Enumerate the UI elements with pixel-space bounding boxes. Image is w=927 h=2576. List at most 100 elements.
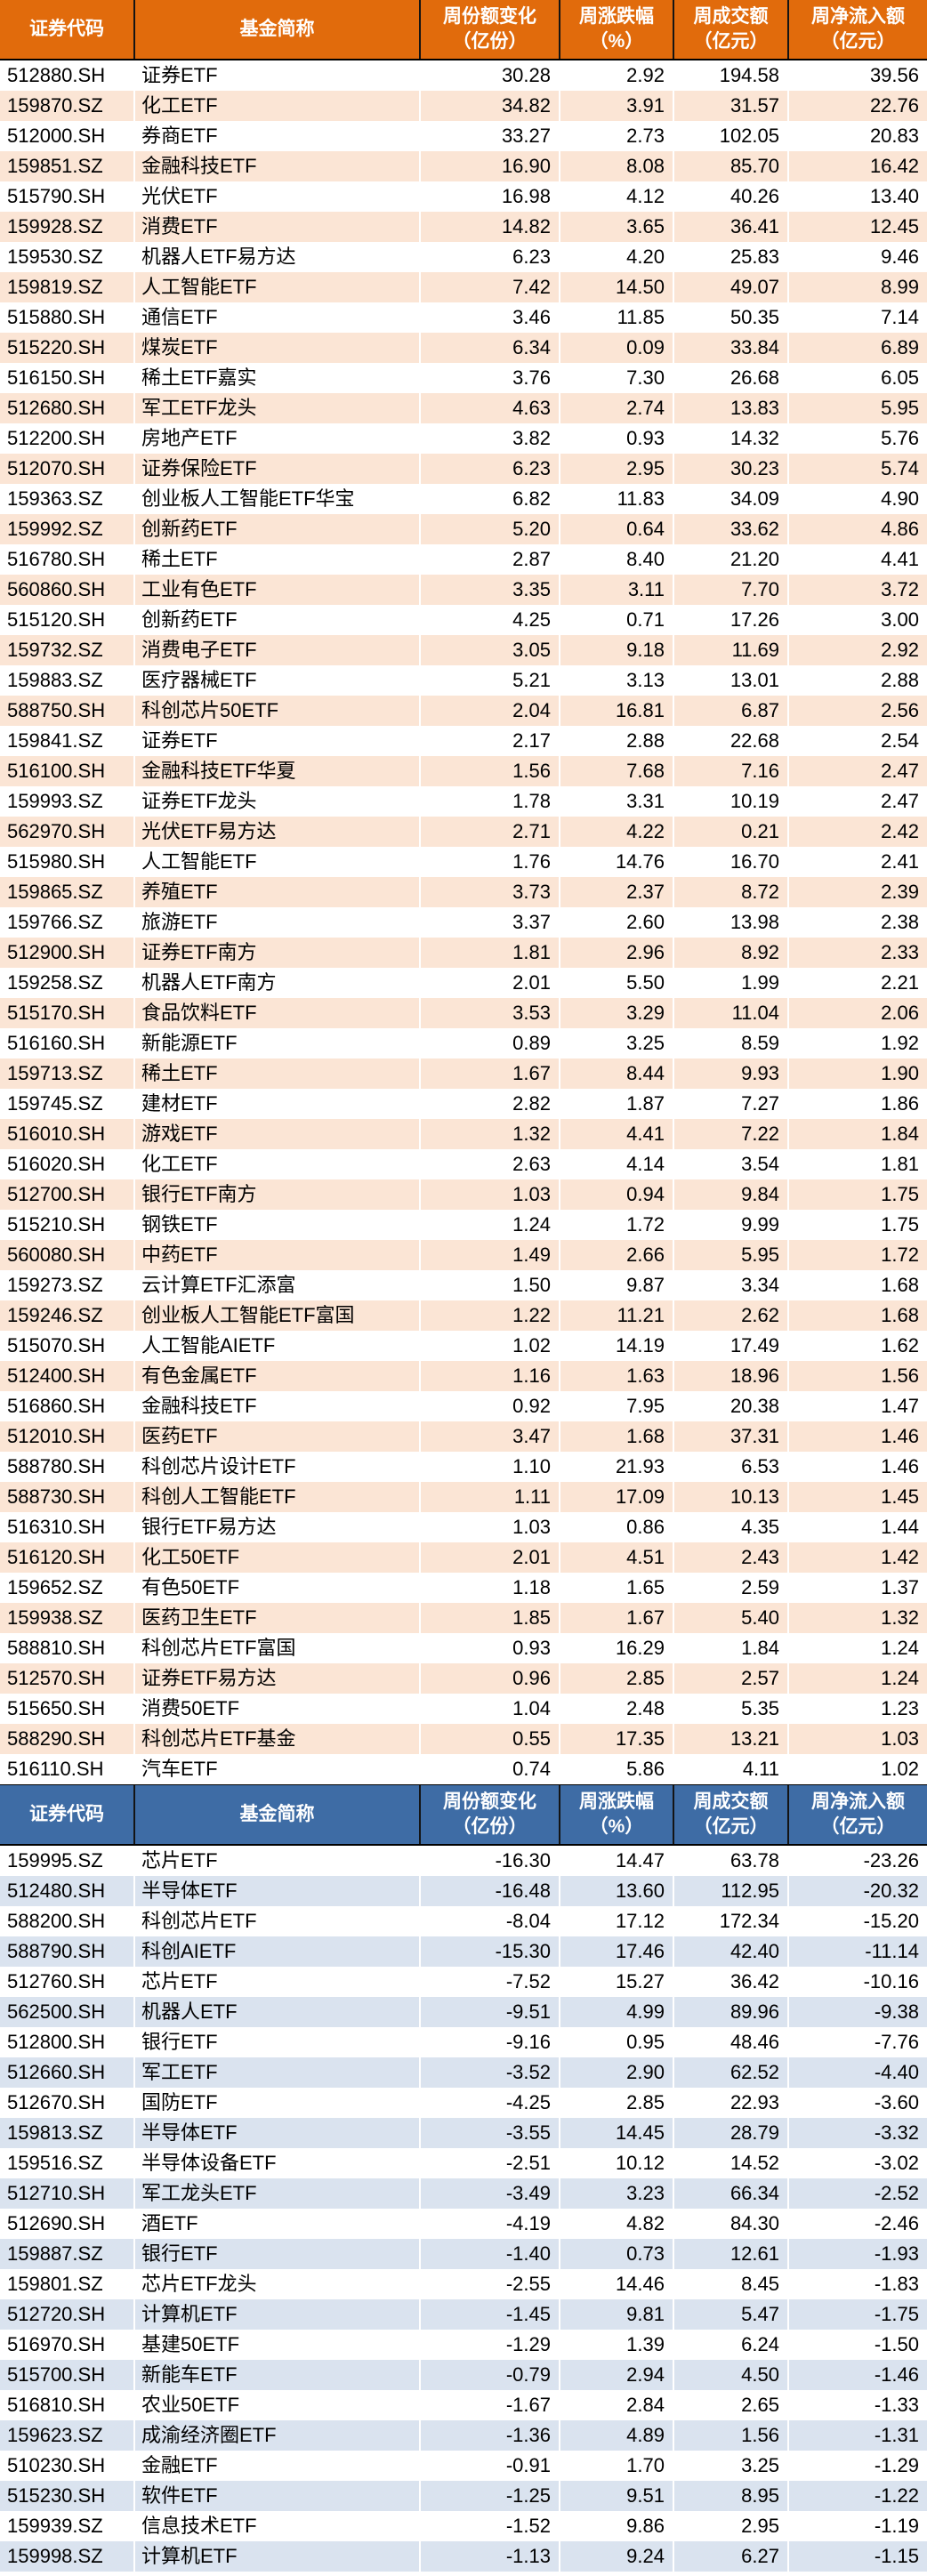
cell-code: 516110.SH [0, 1754, 135, 1784]
cell-net_flow: 3.00 [789, 605, 927, 635]
cell-name: 科创芯片ETF富国 [135, 1633, 421, 1663]
cell-turnover: 2.95 [674, 2511, 789, 2541]
cell-share_change: -0.91 [421, 2451, 560, 2481]
cell-share_change: -3.52 [421, 2057, 560, 2088]
cell-pct_change: 3.91 [560, 91, 674, 121]
cell-turnover: 7.16 [674, 756, 789, 786]
cell-name: 稀土ETF [135, 544, 421, 575]
cell-turnover: 5.95 [674, 1240, 789, 1270]
cell-turnover: 40.26 [674, 181, 789, 212]
cell-pct_change: 16.29 [560, 1633, 674, 1663]
table-row: 515790.SH 光伏ETF 16.98 4.12 40.26 13.40 [0, 181, 927, 212]
cell-pct_change: 14.45 [560, 2118, 674, 2148]
cell-name: 中药ETF [135, 1240, 421, 1270]
outflow-table: 证券代码 基金简称 周份额变化 （亿份） 周涨跌幅 （%） 周成交额 （亿元） 周净流入额 （亿元… [0, 1784, 927, 2572]
cell-code: 159992.SZ [0, 514, 135, 544]
cell-turnover: 31.57 [674, 91, 789, 121]
table-row: 516860.SH 金融科技ETF 0.92 7.95 20.38 1.47 [0, 1391, 927, 1421]
cell-pct_change: 0.95 [560, 2027, 674, 2057]
cell-turnover: 17.26 [674, 605, 789, 635]
cell-code: 562970.SH [0, 817, 135, 847]
cell-name: 旅游ETF [135, 907, 421, 938]
cell-net_flow: -3.02 [789, 2148, 927, 2178]
cell-net_flow: 1.47 [789, 1391, 927, 1421]
table-row: 515980.SH 人工智能ETF 1.76 14.76 16.70 2.41 [0, 847, 927, 877]
table-row: 515120.SH 创新药ETF 4.25 0.71 17.26 3.00 [0, 605, 927, 635]
cell-code: 159801.SZ [0, 2269, 135, 2299]
cell-code: 515790.SH [0, 181, 135, 212]
cell-code: 159995.SZ [0, 1846, 135, 1876]
cell-pct_change: 8.08 [560, 151, 674, 181]
cell-turnover: 2.43 [674, 1542, 789, 1573]
table-row: 512660.SH 军工ETF -3.52 2.90 62.52 -4.40 [0, 2057, 927, 2088]
cell-share_change: 5.20 [421, 514, 560, 544]
cell-turnover: 6.24 [674, 2330, 789, 2360]
cell-pct_change: 1.87 [560, 1089, 674, 1119]
cell-pct_change: 7.68 [560, 756, 674, 786]
cell-name: 军工龙头ETF [135, 2178, 421, 2209]
cell-net_flow: 22.76 [789, 91, 927, 121]
cell-code: 588730.SH [0, 1482, 135, 1512]
cell-code: 159273.SZ [0, 1270, 135, 1300]
table-row: 159801.SZ 芯片ETF龙头 -2.55 14.46 8.45 -1.83 [0, 2269, 927, 2299]
cell-turnover: 14.32 [674, 423, 789, 454]
table-row: 515210.SH 钢铁ETF 1.24 1.72 9.99 1.75 [0, 1210, 927, 1240]
table-row: 560860.SH 工业有色ETF 3.35 3.11 7.70 3.72 [0, 575, 927, 605]
cell-name: 机器人ETF [135, 1997, 421, 2027]
cell-net_flow: 39.56 [789, 60, 927, 91]
cell-share_change: -1.40 [421, 2239, 560, 2269]
cell-turnover: 4.11 [674, 1754, 789, 1784]
table-row: 562970.SH 光伏ETF易方达 2.71 4.22 0.21 2.42 [0, 817, 927, 847]
cell-name: 科创芯片ETF [135, 1906, 421, 1936]
cell-pct_change: 1.70 [560, 2451, 674, 2481]
cell-net_flow: 1.92 [789, 1028, 927, 1059]
cell-code: 588780.SH [0, 1452, 135, 1482]
cell-net_flow: -20.32 [789, 1876, 927, 1906]
cell-pct_change: 8.44 [560, 1059, 674, 1089]
cell-net_flow: 2.88 [789, 665, 927, 696]
cell-name: 有色50ETF [135, 1573, 421, 1603]
cell-pct_change: 9.18 [560, 635, 674, 665]
cell-code: 512010.SH [0, 1421, 135, 1452]
cell-net_flow: -3.32 [789, 2118, 927, 2148]
cell-share_change: 5.21 [421, 665, 560, 696]
cell-name: 新能源ETF [135, 1028, 421, 1059]
cell-share_change: 1.56 [421, 756, 560, 786]
cell-pct_change: 4.89 [560, 2420, 674, 2451]
cell-share_change: -1.45 [421, 2299, 560, 2330]
cell-share_change: -2.51 [421, 2148, 560, 2178]
cell-name: 化工50ETF [135, 1542, 421, 1573]
cell-code: 515650.SH [0, 1694, 135, 1724]
cell-code: 560080.SH [0, 1240, 135, 1270]
cell-turnover: 172.34 [674, 1906, 789, 1936]
cell-pct_change: 17.09 [560, 1482, 674, 1512]
cell-share_change: -1.25 [421, 2481, 560, 2511]
cell-code: 159732.SZ [0, 635, 135, 665]
cell-net_flow: -3.60 [789, 2088, 927, 2118]
outflow-table-header-row: 证券代码 基金简称 周份额变化 （亿份） 周涨跌幅 （%） 周成交额 （亿元） 周净流入额 （亿元… [0, 1784, 927, 1846]
cell-net_flow: 1.23 [789, 1694, 927, 1724]
cell-net_flow: -9.38 [789, 1997, 927, 2027]
cell-share_change: -15.30 [421, 1936, 560, 1967]
cell-pct_change: 4.14 [560, 1149, 674, 1179]
cell-turnover: 42.40 [674, 1936, 789, 1967]
cell-share_change: 1.76 [421, 847, 560, 877]
cell-pct_change: 14.46 [560, 2269, 674, 2299]
cell-turnover: 49.07 [674, 272, 789, 302]
table-row: 159851.SZ 金融科技ETF 16.90 8.08 85.70 16.42 [0, 151, 927, 181]
cell-pct_change: 4.20 [560, 242, 674, 272]
cell-pct_change: 4.22 [560, 817, 674, 847]
cell-turnover: 6.87 [674, 696, 789, 726]
cell-pct_change: 0.73 [560, 2239, 674, 2269]
cell-pct_change: 0.64 [560, 514, 674, 544]
cell-turnover: 85.70 [674, 151, 789, 181]
cell-pct_change: 0.71 [560, 605, 674, 635]
cell-turnover: 18.96 [674, 1361, 789, 1391]
cell-pct_change: 0.09 [560, 333, 674, 363]
cell-pct_change: 9.86 [560, 2511, 674, 2541]
table-row: 516150.SH 稀土ETF嘉实 3.76 7.30 26.68 6.05 [0, 363, 927, 393]
cell-share_change: -1.52 [421, 2511, 560, 2541]
cell-net_flow: 1.02 [789, 1754, 927, 1784]
cell-name: 游戏ETF [135, 1119, 421, 1149]
cell-net_flow: 1.03 [789, 1724, 927, 1754]
